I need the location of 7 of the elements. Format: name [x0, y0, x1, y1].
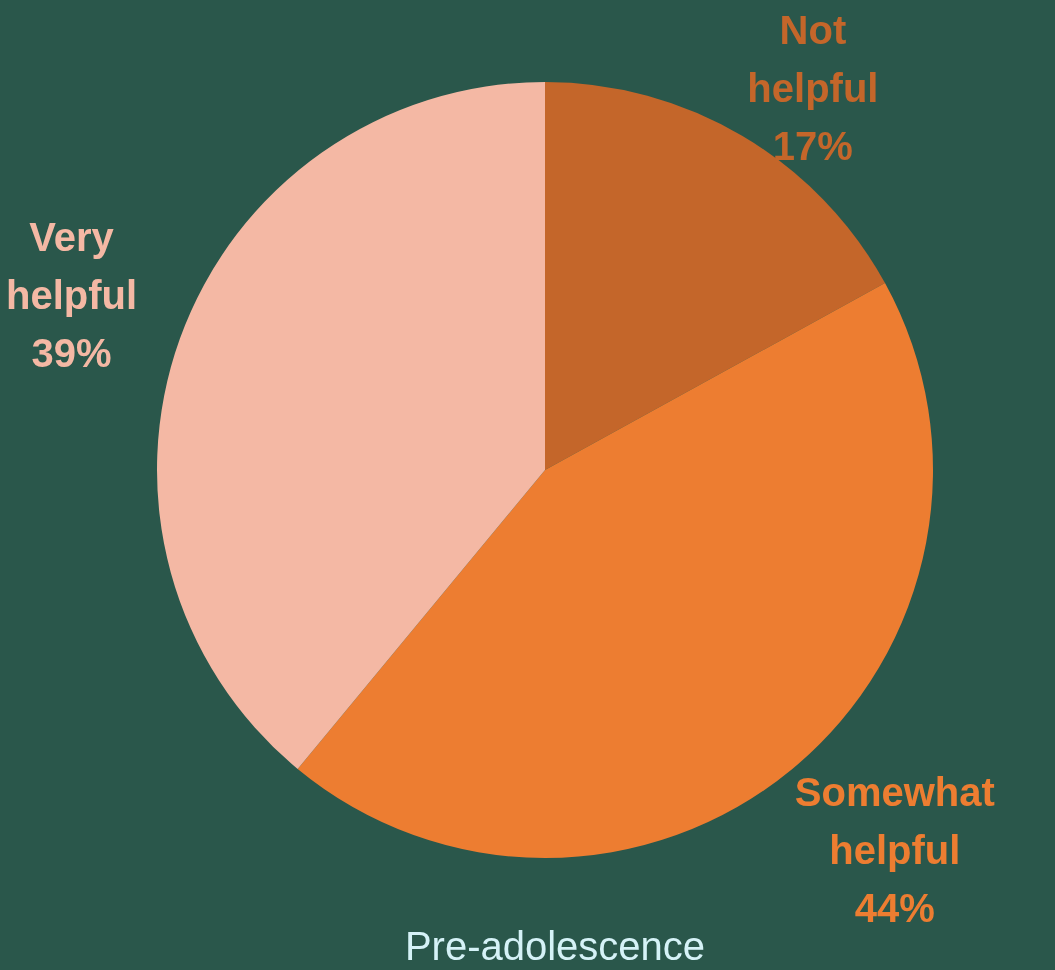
data-label: 17%	[772, 124, 853, 169]
slice-label: Very helpful	[6, 214, 138, 317]
slice-label: Somewhat helpful	[794, 770, 995, 873]
text: Pre-adolescence	[404, 924, 706, 968]
data-label: 44%	[854, 886, 935, 931]
data-label: 39%	[31, 330, 112, 375]
slice-label: Not helpful	[747, 8, 879, 111]
